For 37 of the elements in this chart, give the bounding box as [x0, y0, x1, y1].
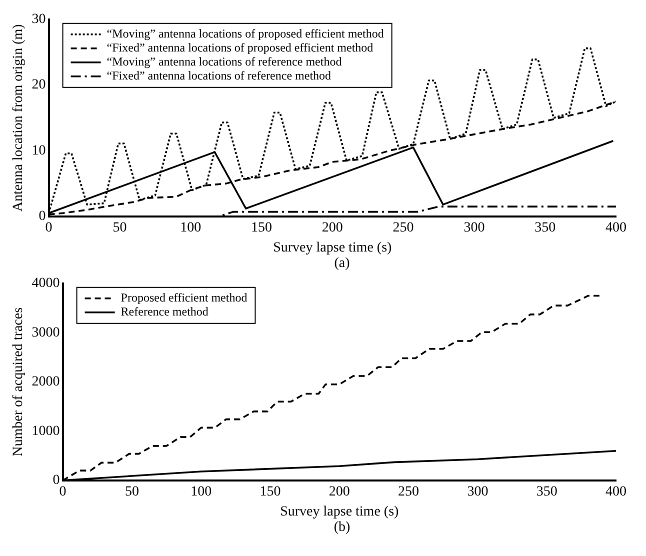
y-tick-label: 0 [52, 473, 60, 488]
x-tick-label: 150 [260, 484, 281, 500]
legend-label: “Fixed” antenna locations of proposed efficient method [106, 40, 374, 55]
y-tick-label: 0 [38, 209, 46, 224]
y-tick-label: 30 [32, 12, 46, 28]
x-tick-label: 300 [464, 220, 485, 236]
x-axis-title: Survey lapse time (s) [280, 504, 400, 520]
y-tick-label: 4000 [32, 276, 60, 292]
legend-label: “Fixed” antenna locations of reference method [106, 68, 332, 83]
x-tick-label: 400 [606, 484, 626, 500]
y-tick-label: 10 [32, 143, 46, 158]
x-tick-label: 300 [467, 484, 488, 500]
x-tick-label: 200 [322, 220, 343, 236]
x-tick-label: 100 [190, 484, 212, 500]
legend-label: Reference method [120, 304, 208, 319]
y-tick-label: 2000 [32, 374, 60, 390]
x-tick-label: 400 [606, 220, 626, 236]
x-tick-label: 50 [124, 484, 139, 500]
y-tick-label: 3000 [32, 325, 60, 340]
x-axis-title: Survey lapse time (s) [273, 240, 392, 256]
y-tick-label: 20 [32, 78, 46, 93]
x-tick-label: 350 [534, 220, 556, 236]
y-axis-title: Number of acquired traces [11, 307, 26, 456]
y-axis-title: Antenna location from origin (m) [11, 24, 26, 212]
x-tick-label: 250 [398, 484, 420, 500]
x-tick-label: 50 [112, 220, 127, 236]
text: (a) [333, 256, 351, 272]
legend-label: Proposed efficient method [120, 290, 248, 305]
legend-label: “Moving” antenna locations of reference method [106, 54, 342, 69]
x-tick-label: 200 [328, 484, 350, 500]
x-tick-label: 100 [180, 220, 202, 236]
x-tick-label: 150 [251, 220, 272, 236]
y-tick-label: 1000 [32, 424, 60, 439]
x-tick-label: 250 [392, 220, 414, 236]
legend-label: “Moving” antenna locations of proposed efficient method [106, 26, 384, 41]
x-tick-label: 350 [536, 484, 558, 500]
text: (b) [332, 520, 352, 536]
